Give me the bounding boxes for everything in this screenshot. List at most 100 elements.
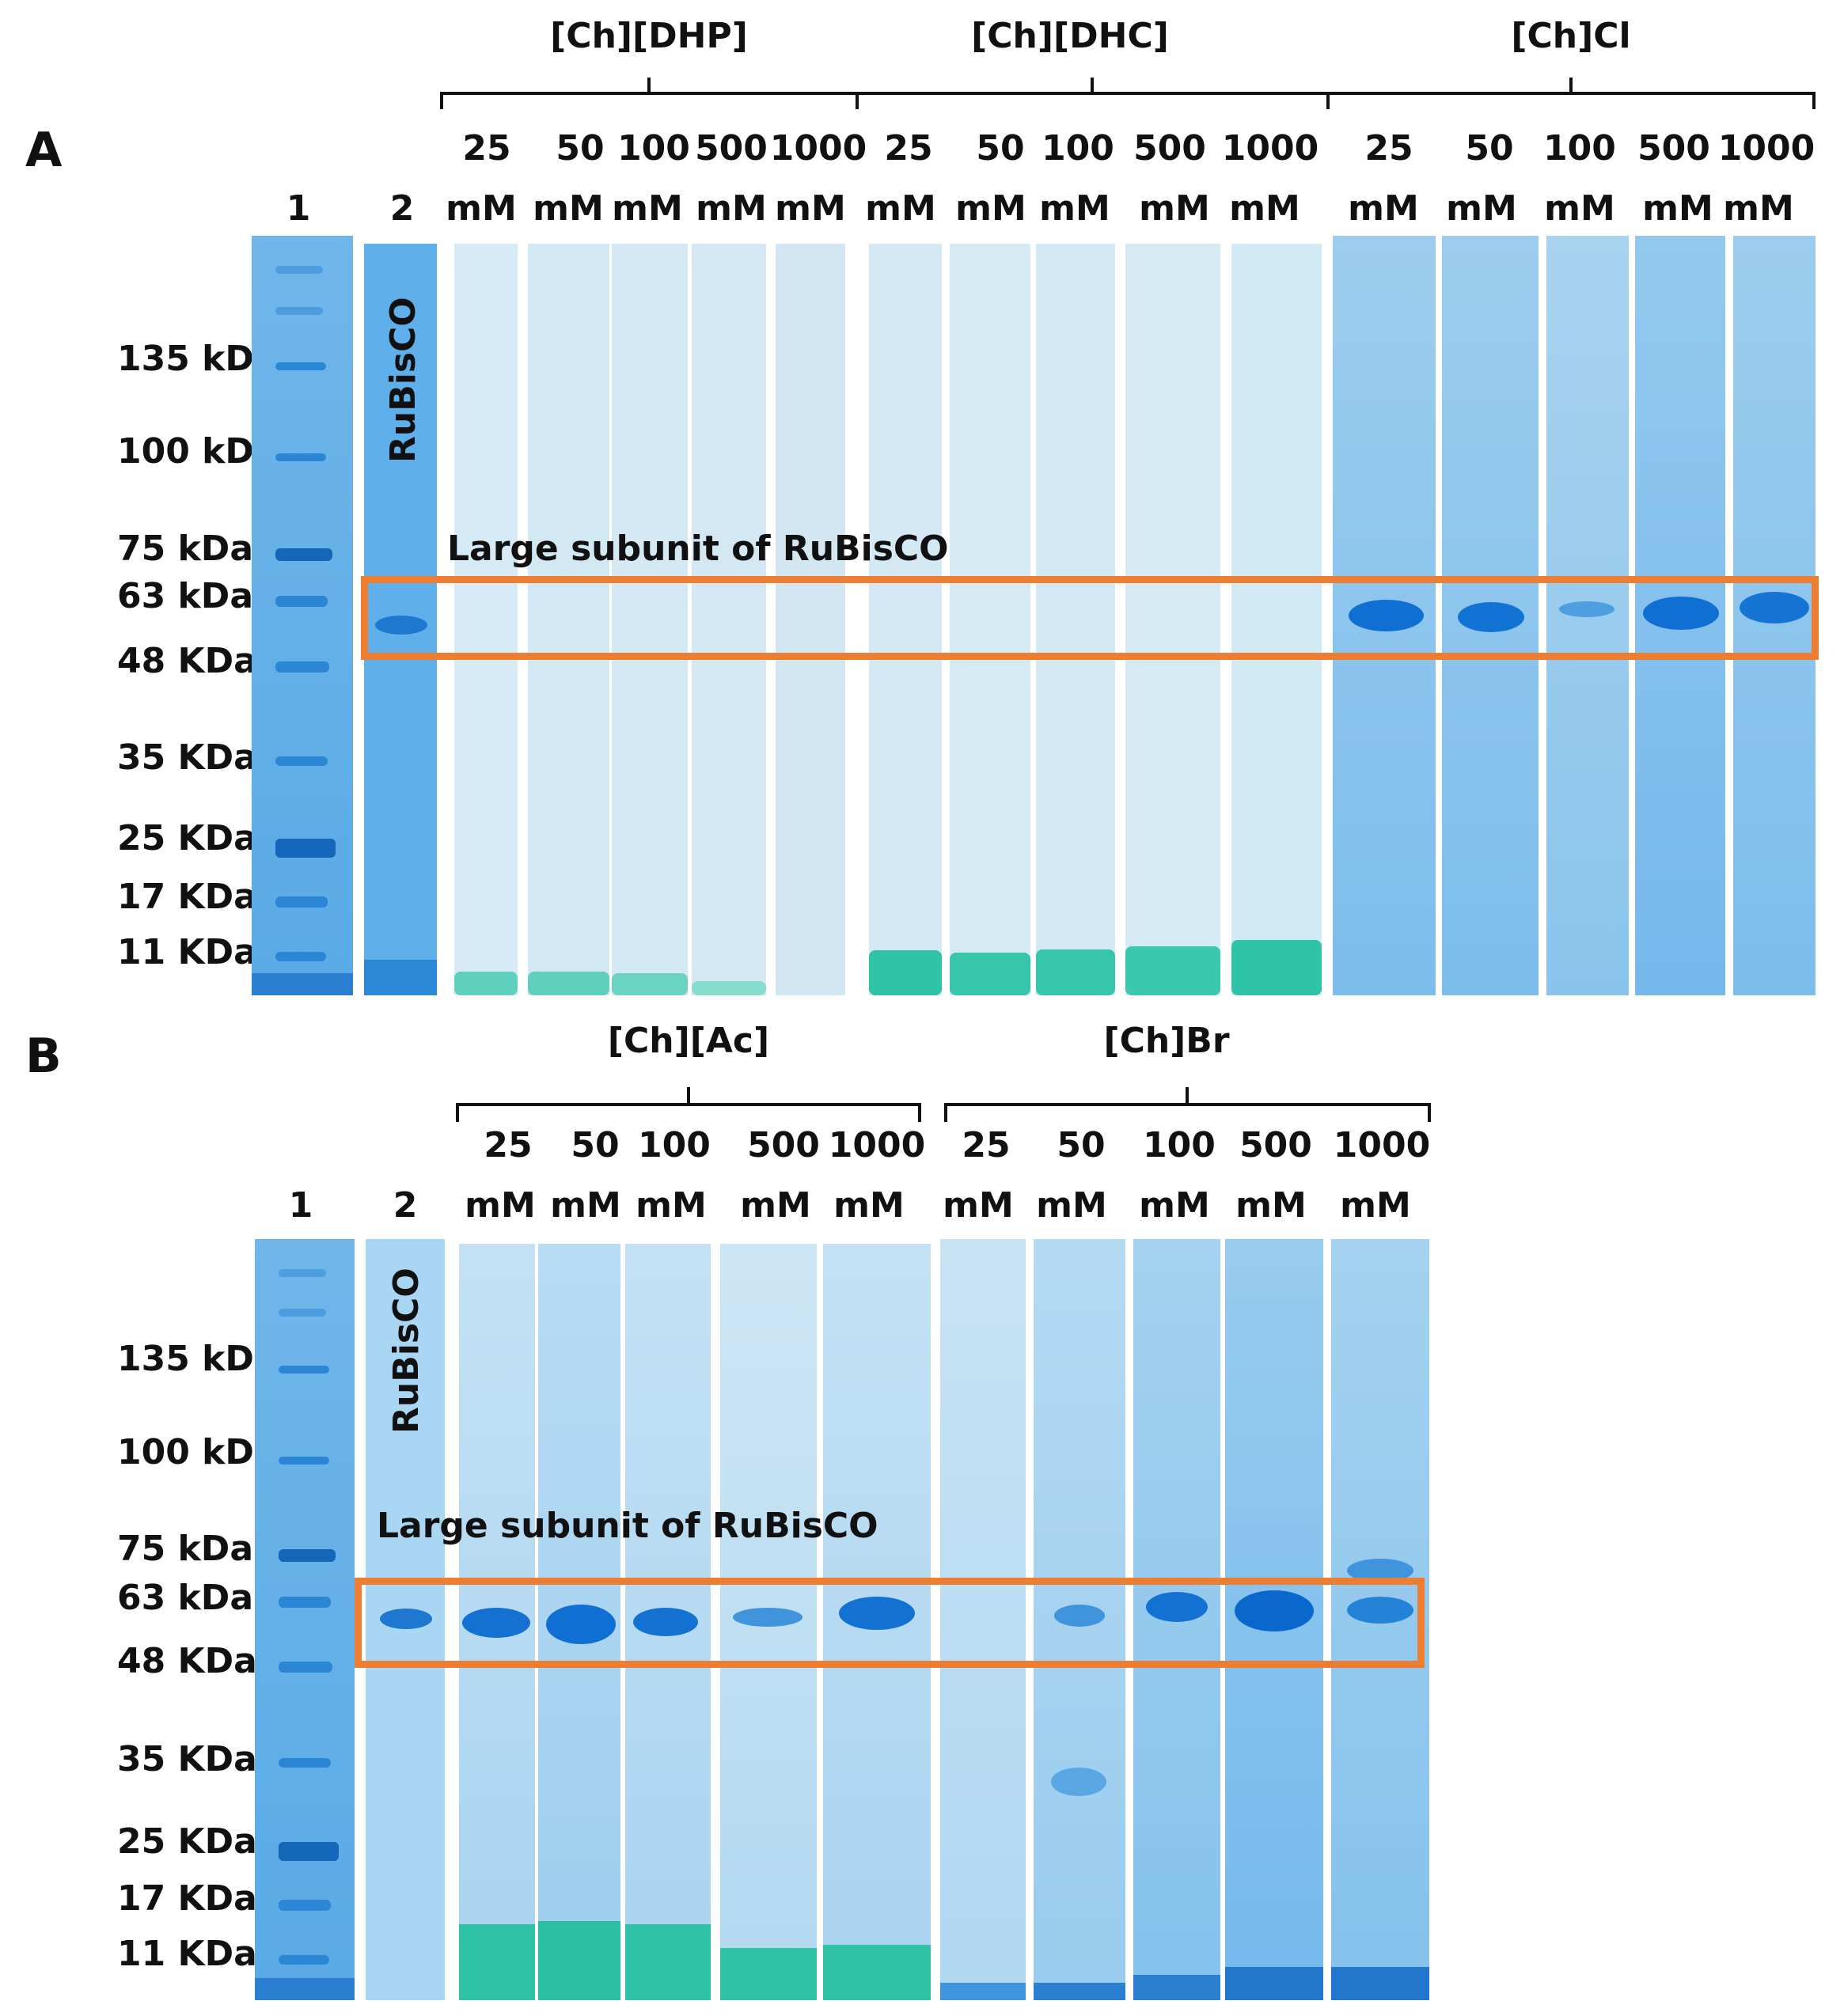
lane-number-a-1: 1 bbox=[286, 188, 311, 229]
unit-a-11: mM bbox=[1348, 188, 1419, 229]
ladder-band bbox=[279, 1366, 329, 1374]
gel-b-rubisco-lane bbox=[366, 1239, 445, 2000]
unit-b-3: mM bbox=[636, 1185, 707, 1226]
ladder-band bbox=[275, 548, 332, 561]
rubisco-band bbox=[1559, 601, 1614, 617]
gel-a-lane-dhc-500 bbox=[1125, 244, 1220, 995]
lane-front bbox=[940, 1983, 1026, 2000]
ladder-band bbox=[275, 596, 328, 607]
dye-front bbox=[1036, 949, 1115, 995]
ladder-band bbox=[275, 756, 328, 766]
rubisco-band bbox=[733, 1608, 802, 1627]
gel-b-lane-ac-50 bbox=[538, 1244, 620, 2000]
gel-b-lane-ac-25 bbox=[459, 1244, 535, 2000]
marker-b-75: 75 kDa bbox=[117, 1529, 254, 1569]
gel-a-lane-dhp-25 bbox=[454, 244, 518, 995]
unit-a-5: mM bbox=[775, 188, 846, 229]
gel-b-lane-ac-100 bbox=[625, 1244, 711, 2000]
dye-front bbox=[454, 972, 518, 995]
gel-a-lane-cl-500 bbox=[1635, 236, 1725, 995]
gel-a-lane-dhp-50 bbox=[528, 244, 609, 995]
conc-b-3: 100 bbox=[638, 1125, 711, 1165]
ladder-band bbox=[279, 1900, 331, 1911]
dye-front bbox=[612, 973, 688, 995]
unit-a-8: mM bbox=[1039, 188, 1110, 229]
unit-b-6: mM bbox=[943, 1185, 1014, 1226]
panel-a-letter: A bbox=[25, 123, 63, 178]
conc-b-7: 50 bbox=[1057, 1125, 1106, 1165]
marker-a-63: 63 kDa bbox=[117, 576, 254, 616]
conc-b-1: 25 bbox=[484, 1125, 533, 1165]
group-label-ch-ac: [Ch][Ac] bbox=[607, 1021, 770, 1061]
marker-a-35: 35 KDa bbox=[117, 737, 257, 778]
rubisco-band bbox=[633, 1608, 698, 1636]
ladder-front bbox=[255, 1978, 355, 2000]
marker-b-63: 63 kDa bbox=[117, 1578, 254, 1618]
marker-b-25: 25 KDa bbox=[117, 1821, 257, 1862]
conc-a-12: 50 bbox=[1465, 128, 1514, 169]
bracket-ch-dhc bbox=[856, 92, 1330, 109]
marker-b-17: 17 KDa bbox=[117, 1878, 257, 1919]
rubisco-band bbox=[462, 1608, 530, 1638]
dye-front bbox=[625, 1924, 711, 2000]
group-label-ch-cl: [Ch]Cl bbox=[1511, 16, 1631, 56]
unit-a-14: mM bbox=[1642, 188, 1713, 229]
lane-front bbox=[1133, 1975, 1220, 2000]
ladder-band bbox=[279, 1955, 329, 1965]
conc-b-6: 25 bbox=[962, 1125, 1011, 1165]
dye-front bbox=[538, 1921, 620, 2000]
conc-a-7: 50 bbox=[976, 128, 1025, 169]
lane-number-b-1: 1 bbox=[288, 1185, 313, 1226]
unit-a-4: mM bbox=[696, 188, 767, 229]
protein-band bbox=[1051, 1768, 1106, 1796]
ladder-band bbox=[279, 1309, 326, 1317]
rubisco-band bbox=[1740, 592, 1809, 623]
gel-a-lane-dhc-25 bbox=[869, 244, 942, 995]
ladder-band bbox=[275, 839, 336, 858]
conc-b-5: 1000 bbox=[828, 1125, 926, 1165]
rubisco-band bbox=[1458, 602, 1524, 632]
unit-b-7: mM bbox=[1036, 1185, 1107, 1226]
ladder-band bbox=[275, 362, 326, 370]
ladder-band bbox=[275, 896, 328, 908]
dye-front bbox=[459, 1924, 535, 2000]
marker-a-75: 75 kDa bbox=[117, 529, 254, 569]
unit-a-6: mM bbox=[865, 188, 936, 229]
ladder-band bbox=[279, 1269, 326, 1277]
marker-b-11: 11 KDa bbox=[117, 1934, 257, 1974]
marker-a-25: 25 KDa bbox=[117, 818, 257, 858]
group-label-ch-br: [Ch]Br bbox=[1103, 1021, 1230, 1061]
unit-a-1: mM bbox=[446, 188, 517, 229]
unit-b-4: mM bbox=[740, 1185, 811, 1226]
ladder-band bbox=[279, 1842, 339, 1861]
unit-a-3: mM bbox=[612, 188, 683, 229]
rubisco-band bbox=[1643, 597, 1719, 630]
ladder-band bbox=[275, 266, 323, 274]
conc-b-9: 500 bbox=[1239, 1125, 1312, 1165]
rubisco-band bbox=[380, 1609, 432, 1629]
conc-a-2: 50 bbox=[556, 128, 605, 169]
gel-a-lane-cl-25 bbox=[1333, 236, 1436, 995]
dye-front bbox=[720, 1948, 817, 2000]
rubisco-band bbox=[1347, 1597, 1413, 1624]
rubisco-band bbox=[546, 1605, 616, 1644]
lane-number-a-2: 2 bbox=[389, 188, 415, 229]
gel-a-lane-dhp-500 bbox=[692, 244, 766, 995]
dye-front bbox=[528, 972, 609, 995]
bracket-ch-br bbox=[944, 1103, 1431, 1122]
ladder-band bbox=[279, 1457, 329, 1465]
bracket-ch-dhp bbox=[440, 92, 859, 109]
lane-front bbox=[1225, 1967, 1323, 2000]
large-subunit-label-b: Large subunit of RuBisCO bbox=[377, 1506, 878, 1546]
lane-front bbox=[1034, 1983, 1125, 2000]
rubisco-band bbox=[375, 616, 427, 635]
rubisco-band bbox=[839, 1597, 915, 1630]
rubisco-band bbox=[1349, 600, 1424, 631]
marker-b-48: 48 KDa bbox=[117, 1641, 257, 1681]
gel-a-lane-cl-1000 bbox=[1733, 236, 1816, 995]
marker-a-17: 17 KDa bbox=[117, 877, 257, 917]
group-label-ch-dhp: [Ch][DHP] bbox=[550, 16, 748, 56]
unit-b-2: mM bbox=[550, 1185, 621, 1226]
gel-a-rubisco-lane bbox=[364, 244, 437, 995]
conc-a-9: 500 bbox=[1133, 128, 1206, 169]
